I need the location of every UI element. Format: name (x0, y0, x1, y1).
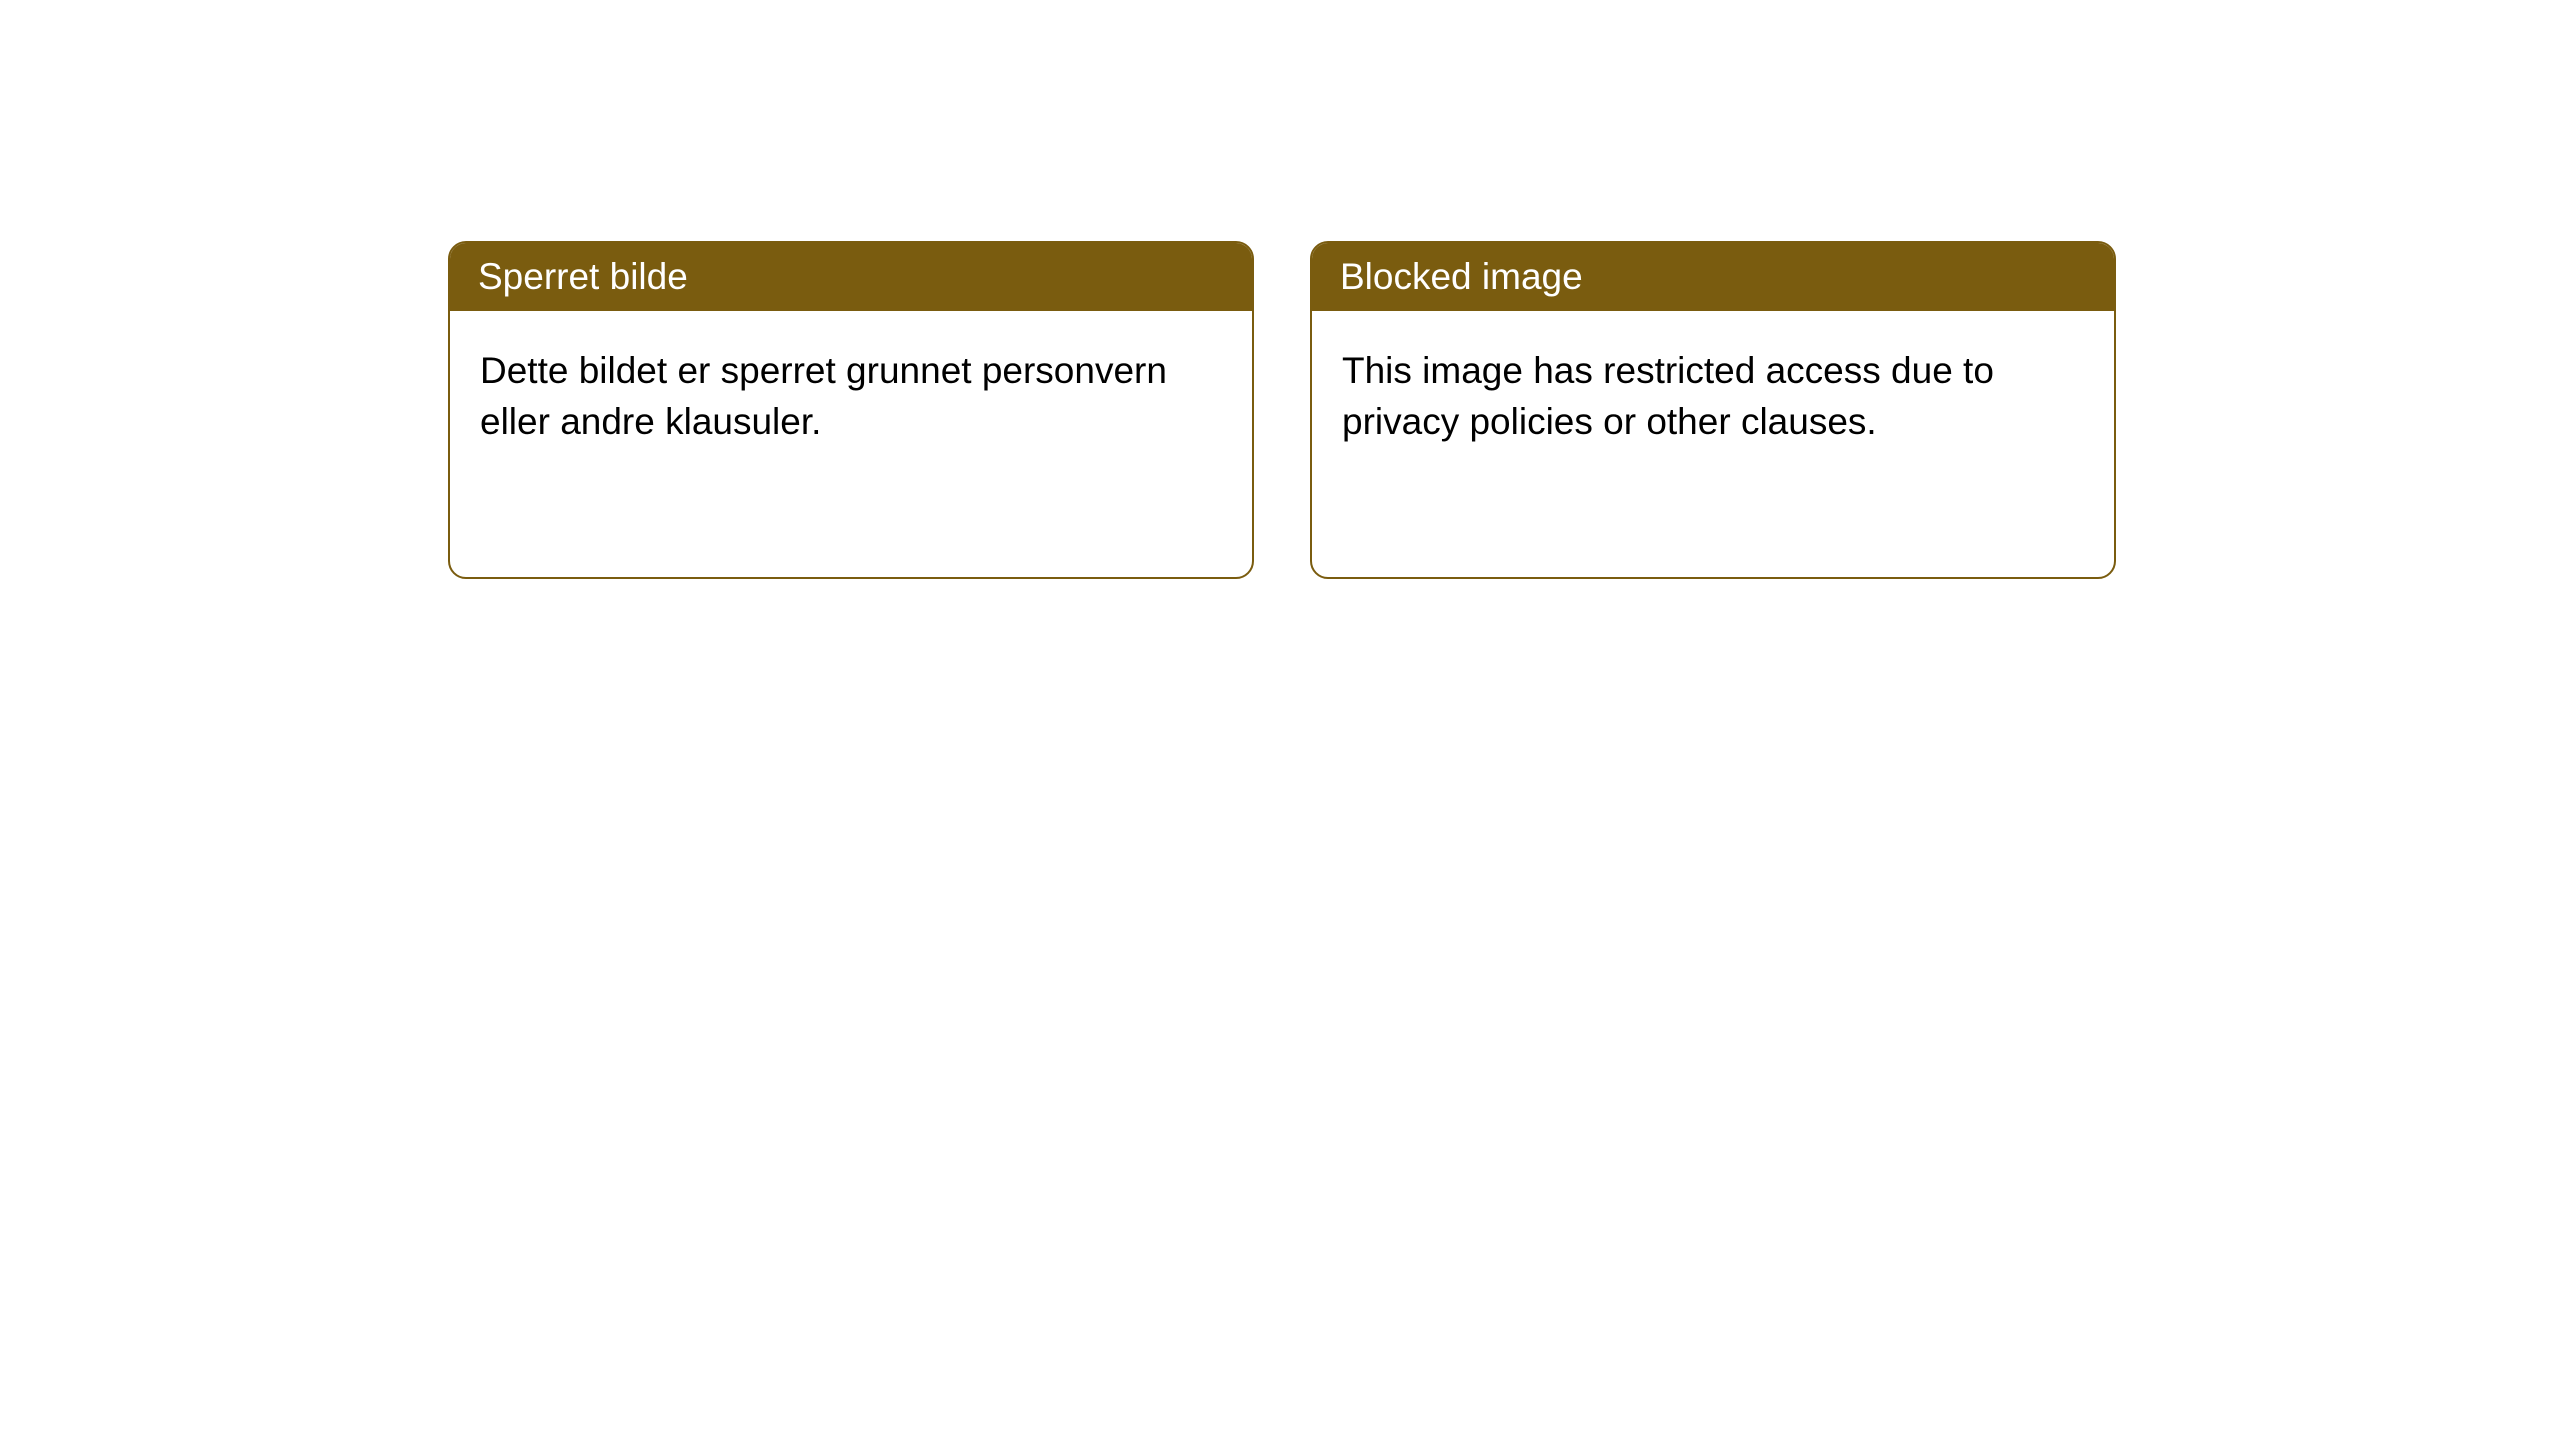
notice-body-norwegian: Dette bildet er sperret grunnet personve… (450, 311, 1252, 481)
notice-container: Sperret bilde Dette bildet er sperret gr… (0, 0, 2560, 579)
notice-title-english: Blocked image (1312, 243, 2114, 311)
notice-body-english: This image has restricted access due to … (1312, 311, 2114, 481)
notice-title-norwegian: Sperret bilde (450, 243, 1252, 311)
notice-card-english: Blocked image This image has restricted … (1310, 241, 2116, 579)
notice-card-norwegian: Sperret bilde Dette bildet er sperret gr… (448, 241, 1254, 579)
